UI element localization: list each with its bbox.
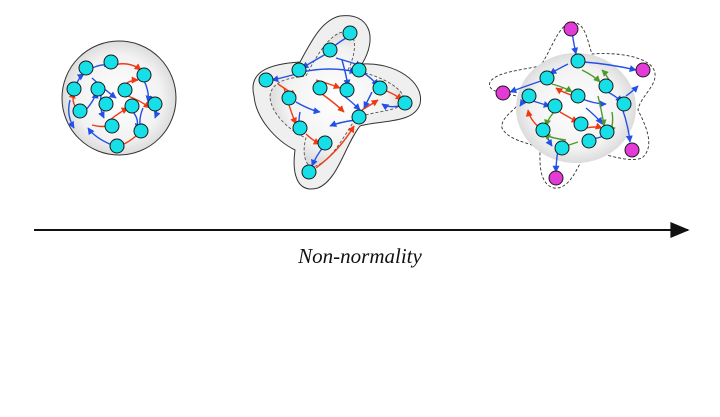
edge [361,99,379,111]
node [521,88,537,104]
node [124,98,140,114]
node [581,133,597,149]
node [342,25,358,41]
node [133,123,149,139]
node [90,81,106,97]
leader-node [624,142,640,158]
edge [87,127,113,146]
network-boundary-outer [489,21,656,189]
edge [583,61,637,72]
nodes [258,25,413,180]
edge [363,91,373,109]
node [109,138,125,154]
node [66,81,82,97]
node [72,103,88,119]
node [599,124,615,140]
node [292,120,308,136]
nodes [521,53,632,156]
node [339,82,355,98]
node [117,82,133,98]
node [103,54,119,70]
node [351,62,367,78]
edge [321,93,345,113]
edge [625,85,639,97]
nodes [66,54,163,154]
edge [315,79,341,89]
edge [315,125,355,169]
axis-label: Non-normality [298,244,422,268]
edge [581,69,601,83]
node [322,42,338,58]
node [547,98,563,114]
leader-node [635,62,651,78]
edge [67,99,75,129]
node [147,96,163,112]
node [317,135,333,151]
node [570,53,586,69]
node [616,96,632,112]
leader-node [495,85,511,101]
node [258,72,274,88]
edge [295,101,321,115]
node [301,164,317,180]
network-highly-non-normal [489,21,656,189]
node [104,118,120,134]
node [281,90,297,106]
node [573,116,589,132]
edge [597,95,607,127]
node [397,95,413,111]
node [535,122,551,138]
node [78,60,94,76]
leader-nodes [495,21,651,186]
node [136,67,152,83]
leader-node [563,21,579,37]
node [570,88,586,104]
node [312,80,328,96]
edge [585,107,603,125]
node [539,70,555,86]
network-normal [61,40,177,156]
node [351,109,367,125]
leader-node [548,170,564,186]
edge [551,83,573,93]
edge [283,87,297,125]
network-non-normal [252,15,421,190]
node [372,80,388,96]
edge [381,103,401,111]
node [291,62,307,78]
node [598,78,614,94]
node [554,140,570,156]
node [98,96,114,112]
